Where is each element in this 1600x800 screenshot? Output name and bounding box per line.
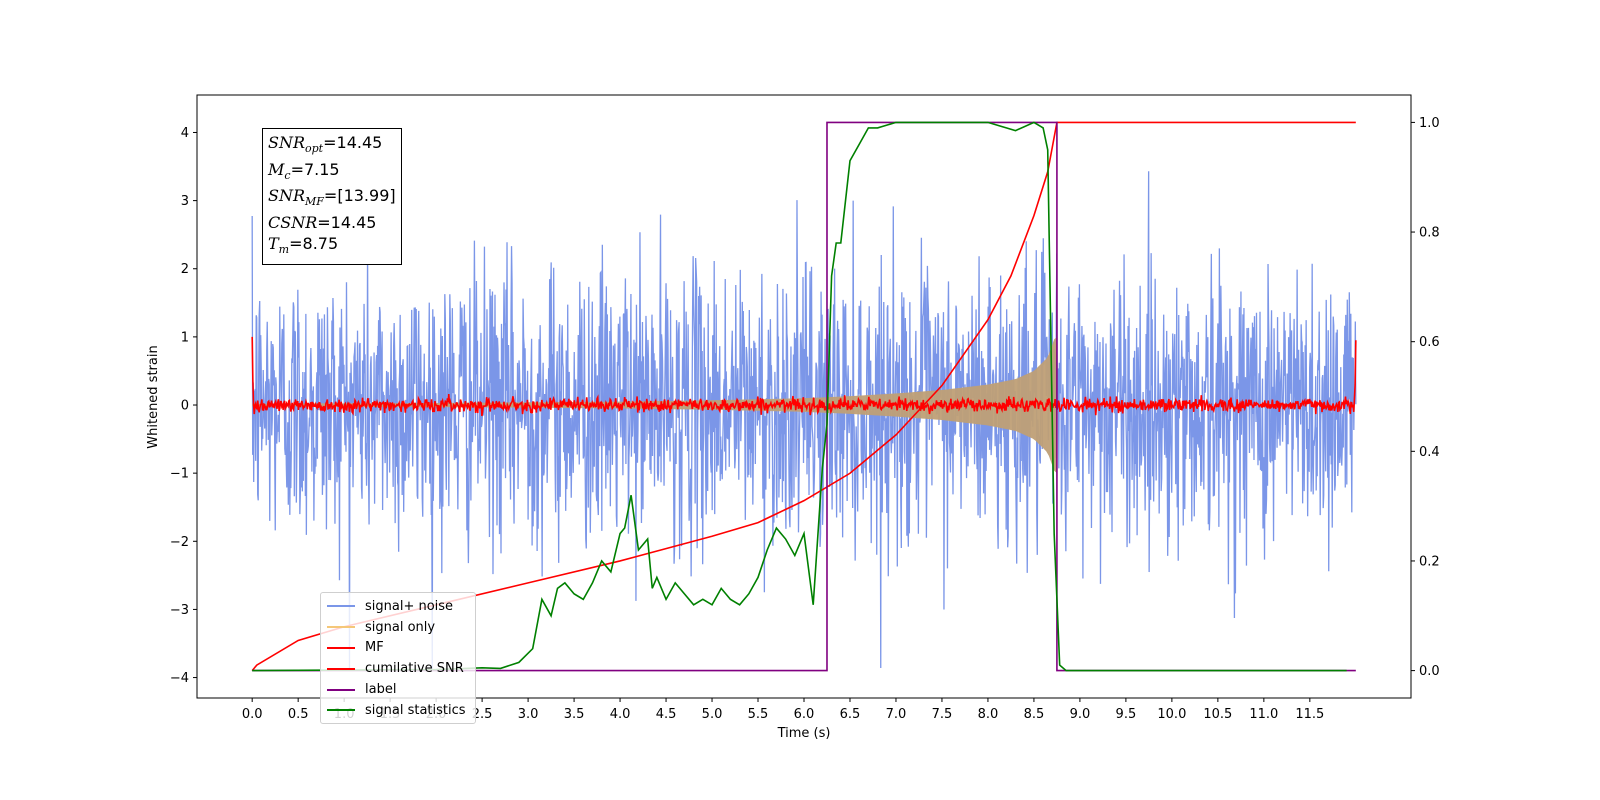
legend-swatch: [327, 605, 355, 608]
y-right-tick-label: 0.6: [1419, 335, 1440, 350]
y-left-tick-label: −4: [170, 671, 189, 686]
csnr-line: CSNR=14.45: [268, 213, 377, 233]
x-tick-label: 10.5: [1203, 707, 1232, 722]
legend-item-mf: MF: [321, 638, 475, 659]
snr-opt-value: 14.45: [336, 133, 383, 152]
x-tick-label: 6.5: [840, 707, 861, 722]
tm-value: 8.75: [302, 233, 339, 253]
legend-label: signal+ noise: [365, 598, 454, 614]
legend-label: signal only: [365, 619, 436, 635]
legend-label: MF: [365, 640, 384, 656]
x-tick-label: 5.0: [702, 707, 723, 722]
snr-mf-line: SNRMF=[13.99]: [268, 186, 396, 209]
x-tick-label: 9.5: [1116, 707, 1137, 722]
legend-swatch: [327, 626, 355, 629]
parameter-annotation-box: SNRopt=14.45 Mc=7.15 SNRMF=[13.99] CSNR=…: [262, 128, 402, 266]
y-left-tick-label: 1: [181, 330, 189, 345]
x-tick-label: 5.5: [748, 707, 769, 722]
y-axis-label: Whitened strain: [146, 345, 161, 448]
x-tick-label: 8.0: [978, 707, 999, 722]
x-tick-label: 0.0: [242, 707, 263, 722]
y-left-tick-label: 0: [181, 399, 189, 414]
x-tick-label: 4.0: [610, 707, 631, 722]
mf-line: [251, 336, 1357, 417]
x-tick-label: 2.5: [472, 707, 493, 722]
y-right-tick-label: 0.4: [1419, 445, 1440, 460]
x-tick-label: 3.0: [518, 707, 539, 722]
legend-item-label: label: [321, 679, 475, 700]
y-left-tick-label: −3: [170, 603, 189, 618]
csnr-value: 14.45: [330, 213, 377, 233]
x-tick-label: 9.0: [1070, 707, 1091, 722]
y-left-tick-label: 3: [181, 194, 189, 209]
legend-label: signal statistics: [365, 702, 466, 718]
x-tick-label: 4.5: [656, 707, 677, 722]
x-tick-label: 7.5: [932, 707, 953, 722]
legend-item-signal-statistics: signal statistics: [321, 700, 475, 721]
y-right-tick-label: 0.0: [1419, 664, 1440, 679]
legend-item-signal-noise: signal+ noise: [321, 596, 475, 617]
y-right-tick-label: 1.0: [1419, 116, 1440, 131]
x-tick-label: 11.0: [1249, 707, 1278, 722]
tm-line: Tm=8.75: [268, 233, 339, 256]
mc-value: 7.15: [303, 159, 340, 179]
signal-noise-line: [251, 171, 1357, 671]
legend-item-signal-only: signal only: [321, 617, 475, 638]
x-axis-label: Time (s): [777, 726, 831, 741]
x-tick-label: 0.5: [288, 707, 309, 722]
legend-swatch: [327, 667, 355, 670]
y-right-tick-label: 0.2: [1419, 554, 1440, 569]
legend-swatch: [327, 688, 355, 691]
x-tick-label: 11.5: [1295, 707, 1324, 722]
x-tick-label: 6.0: [794, 707, 815, 722]
legend: signal+ noise signal only MF cumilative …: [320, 592, 476, 724]
y-left-tick-label: −2: [170, 535, 189, 550]
legend-swatch: [327, 646, 355, 649]
legend-item-cumulative-snr: cumilative SNR: [321, 658, 475, 679]
y-left-tick-label: −1: [170, 467, 189, 482]
snr-opt-line: SNRopt=14.45: [268, 133, 383, 156]
y-left-tick-label: 2: [181, 262, 189, 277]
x-tick-label: 3.5: [564, 707, 585, 722]
x-tick-label: 7.0: [886, 707, 907, 722]
y-right-tick-label: 0.8: [1419, 226, 1440, 241]
x-tick-label: 8.5: [1024, 707, 1045, 722]
y-left-tick-label: 4: [181, 126, 189, 141]
snr-mf-value: [13.99]: [337, 186, 396, 206]
legend-label: cumilative SNR: [365, 661, 464, 677]
legend-label: label: [365, 682, 397, 698]
mc-line: Mc=7.15: [268, 159, 340, 182]
signal-statistics-line: [252, 121, 1347, 672]
x-tick-label: 10.0: [1157, 707, 1186, 722]
legend-swatch: [327, 709, 355, 712]
